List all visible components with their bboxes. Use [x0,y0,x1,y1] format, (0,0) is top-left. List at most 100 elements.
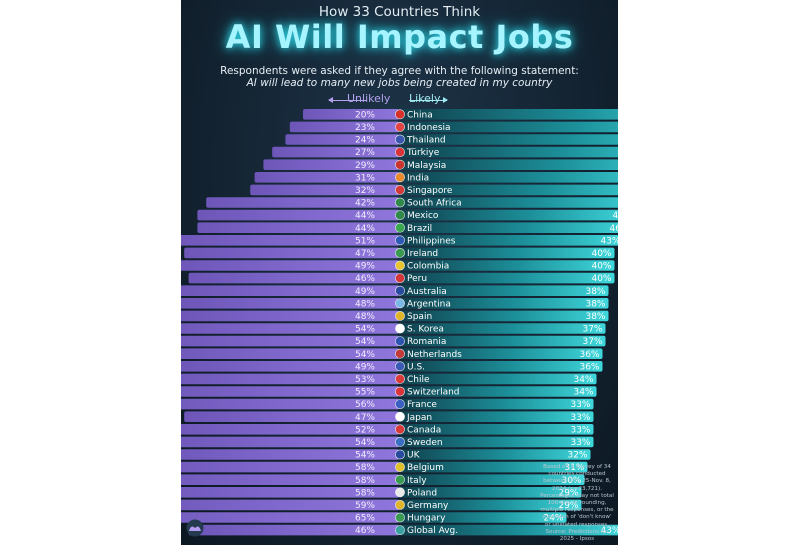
subtitle-line-2: AI will lead to many new jobs being crea… [246,77,553,89]
country-label-argentina: Argentina [407,299,451,309]
country-label-thailand: Thailand [406,136,446,146]
label-unlikely-south-africa: 42% [355,199,375,209]
bar-likely-peru [399,272,615,284]
source-note: Based on a survey of 34 countries conduc… [540,464,614,543]
country-label-uk: UK [407,451,421,461]
bar-unlikely-argentina [181,298,399,309]
title-line-1: How 33 Countries Think [318,4,481,20]
label-unlikely-chile: 53% [355,375,375,385]
bar-likely-mexico [399,209,618,221]
bar-likely-chile [399,373,597,385]
flag-icon-japan [395,411,405,422]
label-likely-italy: 30% [561,476,581,486]
label-unlikely-indonesia: 23% [355,123,375,133]
label-unlikely-mexico: 44% [355,211,375,221]
bar-unlikely-hungary [181,512,399,523]
label-unlikely-china: 20% [355,110,375,120]
bar-unlikely-netherlands [181,348,399,359]
flag-icon-india [395,172,405,183]
label-unlikely-brazil: 44% [355,224,375,234]
bar-unlikely-global-avg- [188,524,399,536]
label-unlikely-japan: 47% [355,413,375,423]
label-unlikely-poland: 58% [355,488,375,498]
label-likely-romania: 37% [582,337,602,347]
bar-unlikely-mexico [197,209,399,221]
label-likely-hungary: 24% [543,514,563,524]
bar-unlikely-italy [181,474,399,485]
label-unlikely-australia: 49% [355,287,375,297]
bar-unlikely-canada [181,424,399,435]
label-unlikely-sweden: 54% [355,438,375,448]
label-likely-france: 33% [570,400,590,410]
flag-icon-indonesia [395,122,405,132]
bar-likely-china [399,109,618,120]
flag-icon-thailand [395,134,405,145]
flag-icon-germany [395,499,405,510]
flag-icon-france [395,399,405,409]
label-likely-australia: 38% [585,287,605,297]
title-line-2: AI Will Impact Jobs [225,18,574,56]
flag-icon-australia [395,285,405,296]
bar-unlikely-india [254,172,399,183]
country-label-hungary: Hungary [407,514,446,524]
country-label-belgium: Belgium [407,463,444,473]
bar-unlikely-indonesia [289,121,399,133]
country-label-singapore: Singapore [407,186,453,196]
bar-likely-canada [399,424,594,435]
label-unlikely-switzerland: 55% [355,388,375,398]
label-unlikely-netherlands: 54% [355,350,375,360]
bar-likely-thailand [399,134,618,145]
bar-likely-belgium [399,461,588,473]
bar-likely-ireland [399,247,615,259]
infographic: How 33 Countries Think AI Will Impact Jo… [181,0,618,545]
flag-icon-u-s- [395,361,405,372]
label-unlikely-italy: 58% [355,476,375,486]
country-label-malaysia: Malaysia [407,161,446,171]
label-unlikely-uk: 54% [355,451,375,461]
flag-icon-mexico [395,210,405,220]
country-label-france: France [407,400,437,410]
flag-icon-uk [395,449,405,460]
subtitle-line-1: Respondents were asked if they agree wit… [220,65,579,77]
label-unlikely-france: 56% [355,400,375,410]
label-unlikely-canada: 52% [355,425,375,435]
flag-icon-chile [395,373,405,384]
label-likely-belgium: 31% [564,463,584,473]
bar-unlikely-ireland [184,247,399,259]
label-likely-canada: 33% [570,425,590,435]
country-label-switzerland: Switzerland [407,388,460,398]
flag-icon-canada [395,424,405,435]
bar-likely-philippines [399,235,618,246]
bar-unlikely-singapore [250,184,399,196]
bar-unlikely-chile [181,373,399,385]
flag-icon-colombia [395,260,405,271]
legend-likely-arrow [409,97,448,103]
label-unlikely-u-s-: 49% [355,362,375,372]
bar-unlikely-sweden [181,436,399,448]
bar-unlikely-germany [181,499,399,511]
flag-icon-poland [395,487,405,498]
label-likely-netherlands: 36% [579,350,599,360]
label-likely-brazil: 46% [609,224,618,234]
bar-likely-germany [399,499,582,511]
country-label-chile: Chile [407,375,430,385]
bar-unlikely-belgium [181,461,399,473]
country-label-t-rkiye: Türkiye [406,148,440,158]
bar-likely-italy [399,474,585,485]
bar-unlikely-s-korea [181,323,399,334]
label-unlikely-spain: 48% [355,312,375,322]
flag-icon-china [395,109,405,120]
flag-icon-malaysia [395,159,405,170]
country-label-china: China [407,110,433,120]
country-label-ireland: Ireland [407,249,438,259]
label-unlikely-malaysia: 29% [355,161,375,171]
country-label-mexico: Mexico [407,211,439,221]
flag-icon-s-korea [395,323,405,334]
label-unlikely-philippines: 51% [355,236,375,246]
label-unlikely-t-rkiye: 27% [355,148,375,158]
flag-icon-argentina [395,298,405,309]
country-label-philippines: Philippines [407,236,456,246]
bar-unlikely-malaysia [263,159,399,170]
flag-icon-hungary [395,512,405,523]
flag-icon-t-rkiye [395,147,405,157]
